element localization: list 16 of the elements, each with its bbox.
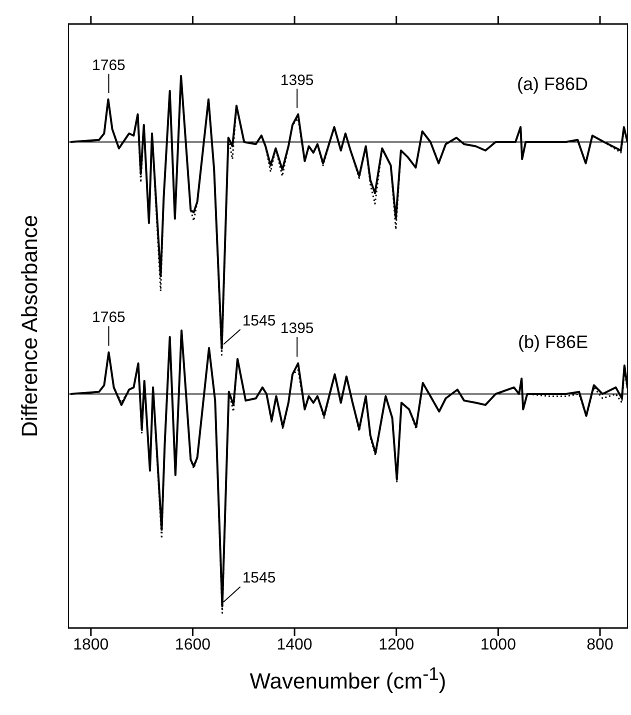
x-tick-label: 1600: [174, 636, 211, 654]
x-tick-label: 800: [586, 636, 614, 654]
x-tick-label: 1800: [73, 636, 109, 654]
x-tick-label: 1000: [480, 636, 516, 654]
annotation: 1545: [242, 570, 276, 587]
chart-title: (a) F86D: [516, 74, 588, 95]
x-tick-label: 1400: [276, 636, 312, 654]
chart-title: (b) F86E: [518, 332, 588, 353]
annotation: 1395: [280, 72, 314, 89]
x-axis-title: Wavenumber (cm$^{-1}$): [250, 663, 446, 694]
x-tick-label: 1200: [378, 636, 414, 654]
annotation: 1765: [92, 56, 126, 74]
annotation: 1545: [242, 312, 276, 330]
annotation: 1395: [280, 320, 314, 338]
y-axis-title: Difference Absorbance: [17, 214, 43, 438]
annotation: 1765: [92, 309, 126, 326]
